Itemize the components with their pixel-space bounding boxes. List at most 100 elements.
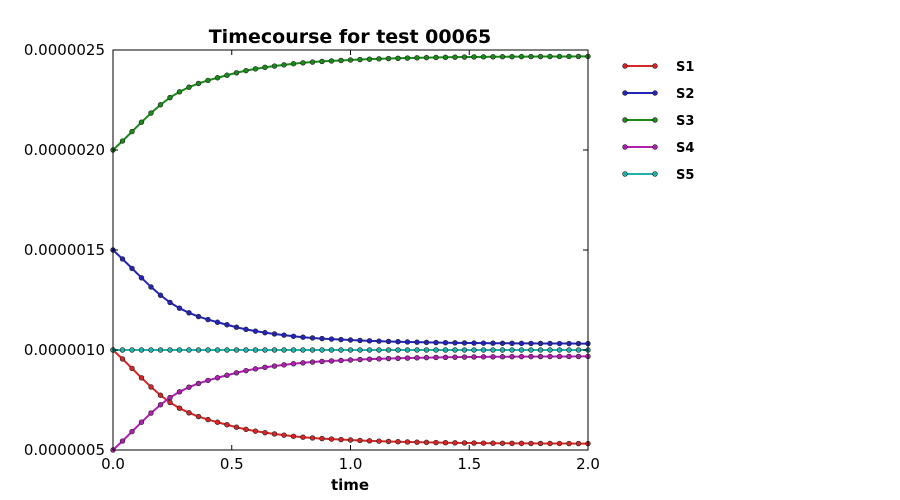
data-point [452,340,458,346]
data-point [347,57,354,63]
data-point [414,55,420,61]
data-point [252,66,259,72]
data-point [119,438,126,444]
y-tick-label: 0.0000025 [24,41,105,59]
data-point [262,364,268,371]
data-point [319,58,325,65]
data-point [176,347,183,353]
legend-marker [652,63,658,69]
y-tick-label: 0.0000015 [24,241,105,259]
legend-label: S4 [676,141,694,156]
legend-entry-s1: S1 [622,60,694,75]
data-point [395,347,401,353]
series-s4 [110,353,591,453]
data-point [300,360,306,366]
legend-marker [622,171,628,177]
data-point [138,347,145,353]
data-point [119,138,126,144]
data-point [423,439,430,446]
data-point [490,354,496,360]
data-point [176,389,183,395]
data-point [262,64,268,71]
data-point [119,256,126,262]
data-point [176,305,183,311]
data-point [471,54,477,60]
data-point [518,440,525,447]
data-point [271,363,278,369]
data-point [556,53,563,60]
data-point [518,340,525,347]
data-point [243,426,249,433]
data-point [290,347,297,353]
data-point [233,347,240,353]
data-point [509,347,515,353]
data-point [433,354,439,361]
data-point [528,353,534,360]
data-point [347,437,354,443]
data-point [442,354,449,361]
data-point [148,347,154,353]
data-point [357,437,363,444]
data-point [138,275,145,281]
data-point [243,367,249,374]
data-point [328,58,335,64]
data-point [157,402,164,408]
data-point [385,355,392,362]
data-point [556,353,563,360]
series-s1 [110,347,591,447]
data-point [300,434,306,440]
x-tick-label: 1.5 [457,455,481,473]
data-point [157,292,164,298]
data-point [376,338,382,344]
data-point [262,429,268,436]
data-point [547,53,553,60]
data-point [243,347,249,353]
data-point [252,428,259,434]
series-line-s1 [112,349,589,445]
data-point [452,347,458,353]
data-point [385,347,392,353]
data-point [290,333,297,339]
data-point [395,355,401,361]
legend-marker [622,117,628,123]
data-point [556,340,563,347]
data-point [547,353,553,360]
data-point [129,428,135,435]
data-point [566,347,572,353]
legend-marker [652,90,658,96]
data-point [433,339,439,346]
data-point [167,394,173,401]
data-point [243,67,249,74]
data-point [547,347,553,353]
data-point [414,339,420,345]
data-point [452,54,458,60]
data-point [148,384,154,390]
data-point [499,347,506,353]
data-point [575,53,582,60]
data-point [129,128,135,135]
y-tick-label: 0.0000005 [24,441,105,459]
data-point [328,347,335,353]
data-point [290,61,297,67]
ticks-layer: 0.0 0.5 1.0 1.5 2.0 0.0000005 0.0000010 0.00000… [24,41,600,473]
data-point [176,405,183,411]
data-point [376,438,382,444]
data-point [300,334,306,340]
data-point [414,347,420,353]
data-point [404,355,411,361]
series-s3 [110,53,591,153]
data-point [186,347,192,353]
y-tick-label: 0.0000020 [24,141,105,159]
data-point [575,340,582,347]
data-point [224,347,230,353]
data-point [243,326,249,333]
legend-entry-s5: S5 [622,168,694,183]
data-point [423,347,430,353]
data-point [528,440,534,447]
data-point [423,54,430,61]
data-point [395,55,401,61]
data-point [233,70,240,76]
data-point [224,322,230,328]
data-point [281,362,287,368]
